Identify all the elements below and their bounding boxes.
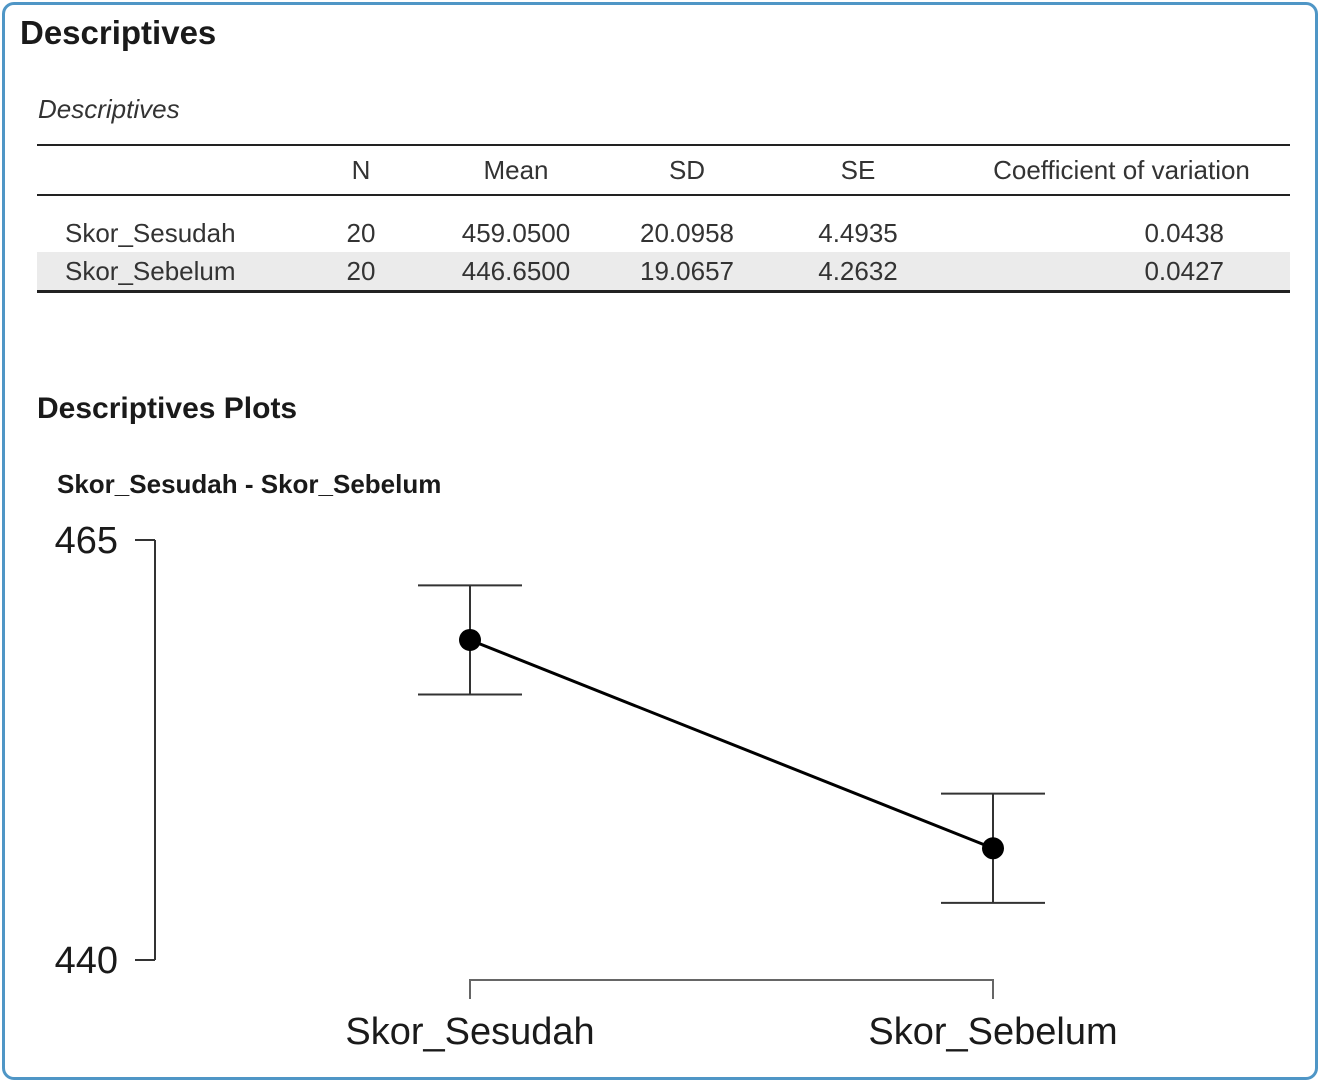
cell-n: 20 (346, 217, 376, 248)
cell-sd: 19.0657 (611, 252, 763, 293)
table-header-row: N Mean SD SE Coefficient of variation (37, 144, 1290, 196)
y-tick-label: 465 (55, 520, 118, 562)
table-row: Skor_Sebelum 20 446.6500 19.0657 4.2632 … (37, 252, 1290, 293)
y-tick-label: 440 (55, 940, 118, 982)
table-title: Descriptives (38, 94, 180, 124)
chart-title: Skor_Sesudah - Skor_Sebelum (57, 469, 442, 499)
series-line (469, 638, 994, 850)
descriptives-table: N Mean SD SE Coefficient of variation Sk… (37, 144, 1290, 293)
cell-sd: 20.0958 (640, 217, 734, 248)
cell-cv: 0.0438 (1144, 217, 1224, 248)
cell-se: 4.2632 (763, 252, 953, 293)
cell-mean: 459.0500 (461, 217, 571, 248)
col-header-cv: Coefficient of variation (953, 144, 1290, 196)
col-header-mean: Mean (421, 144, 611, 196)
y-axis: 465 440 (55, 520, 156, 982)
cell-cv: 0.0427 (953, 252, 1290, 293)
data-point (982, 837, 1004, 860)
col-header-n: N (301, 144, 421, 196)
x-axis: Skor_Sesudah Skor_Sebelum (345, 979, 1118, 1053)
x-tick-label: Skor_Sesudah (345, 1011, 594, 1053)
cell-variable: Skor_Sebelum (37, 252, 301, 293)
col-header-se: SE (763, 144, 953, 196)
x-tick-label: Skor_Sebelum (868, 1011, 1117, 1053)
cell-variable: Skor_Sesudah (65, 217, 236, 248)
plots-title: Descriptives Plots (37, 392, 298, 425)
cell-mean: 446.6500 (421, 252, 611, 293)
section-title: Descriptives (20, 14, 217, 51)
plot-marks (418, 584, 1045, 904)
col-header-sd: SD (611, 144, 763, 196)
x-axis-line (469, 979, 994, 999)
cell-n: 20 (301, 252, 421, 293)
cell-se: 4.4935 (818, 217, 898, 248)
data-point (459, 628, 481, 651)
col-header-variable (37, 144, 301, 196)
table-row: Skor_Sesudah 20 459.0500 20.0958 4.4935 … (37, 214, 1290, 252)
